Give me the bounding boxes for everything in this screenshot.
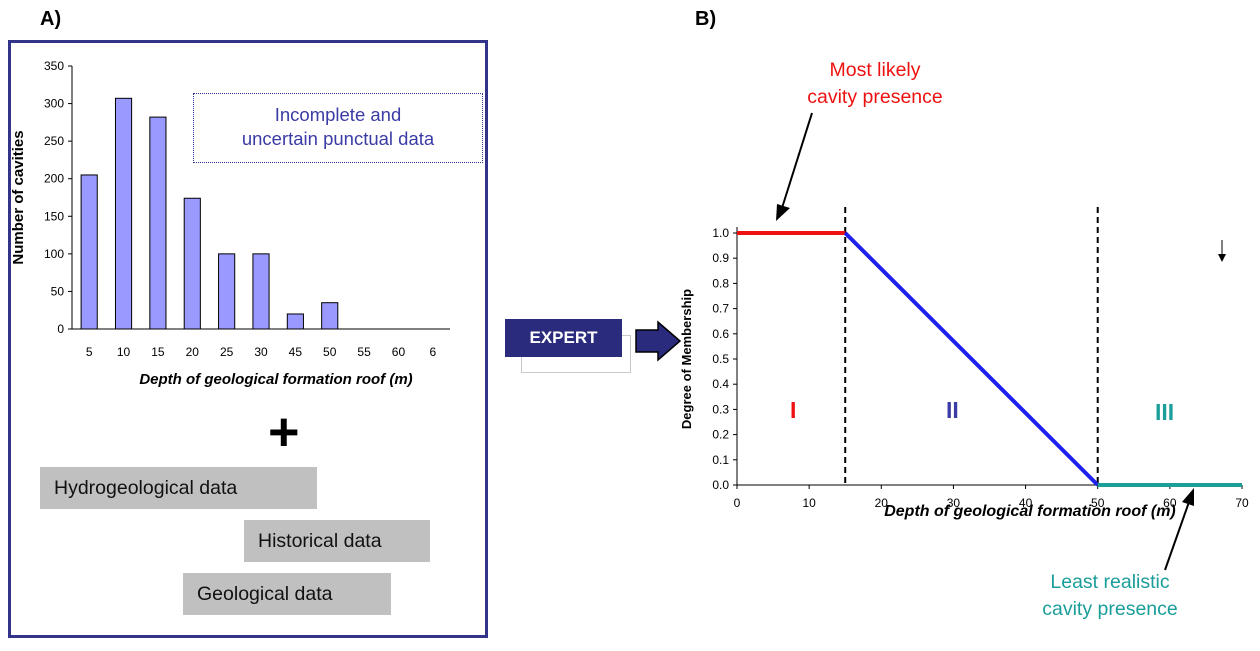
y-tick-label: 0 — [57, 322, 64, 336]
x-tick-label: 30 — [947, 496, 961, 510]
x-tick-label: 50 — [323, 345, 337, 359]
bar — [321, 302, 339, 330]
panel-b-label: B) — [695, 8, 717, 30]
zone-i-label: I — [790, 397, 797, 423]
x-tick-label: 20 — [875, 496, 889, 510]
bar — [149, 116, 167, 330]
least-realistic-annotation: Least realistic cavity presence — [995, 569, 1225, 623]
x-tick-label: 10 — [117, 345, 131, 359]
x-tick-label: 30 — [254, 345, 268, 359]
geological-data-box: Geological data — [183, 573, 391, 615]
expert-box: EXPERT — [505, 319, 622, 357]
y-axis-title: Degree of Membership — [679, 289, 694, 429]
x-tick-label: 40 — [1019, 496, 1033, 510]
x-tick-label: 60 — [1163, 496, 1177, 510]
y-tick-label: 0.5 — [712, 352, 729, 366]
right-arrow-icon — [635, 320, 682, 362]
data-note-box: Incomplete and uncertain punctual data — [193, 93, 483, 163]
bar — [183, 197, 201, 330]
x-tick-label: 45 — [289, 345, 303, 359]
y-tick-label: 350 — [44, 59, 64, 73]
x-tick-label: 15 — [151, 345, 165, 359]
y-tick-label: 0.9 — [712, 251, 729, 265]
most-likely-annotation: Most likely cavity presence — [760, 57, 990, 111]
bar — [286, 313, 304, 330]
least-realistic-line-1: Least realistic — [1050, 571, 1170, 593]
y-tick-label: 300 — [44, 97, 64, 111]
x-axis-title: Depth of geological formation roof (m) — [884, 503, 1176, 520]
y-tick-label: 100 — [44, 247, 64, 261]
note-line-2: uncertain punctual data — [241, 128, 435, 149]
note-line-1: Incomplete and — [274, 104, 402, 125]
x-tick-label: 70 — [1235, 496, 1249, 510]
y-tick-label: 0.0 — [712, 478, 729, 492]
bottom-arrow-shaft — [1164, 501, 1190, 571]
y-tick-label: 0.4 — [712, 377, 729, 391]
x-axis-title: Depth of geological formation roof (m) — [139, 371, 412, 388]
hydrogeological-data-box: Hydrogeological data — [40, 467, 317, 509]
y-tick-label: 1.0 — [712, 226, 729, 240]
zone-iii-label: III — [1155, 399, 1175, 425]
x-tick-label: 25 — [220, 345, 234, 359]
y-tick-label: 250 — [44, 134, 64, 148]
bottom-arrow-head — [1182, 488, 1194, 506]
y-tick-label: 200 — [44, 172, 64, 186]
blue-membership-line — [843, 231, 1100, 487]
y-tick-label: 150 — [44, 209, 64, 223]
bar — [80, 174, 98, 330]
x-tick-label: 5 — [86, 345, 93, 359]
zone-ii-label: II — [946, 397, 959, 423]
x-tick-label: 10 — [802, 496, 816, 510]
y-tick-label: 50 — [51, 284, 65, 298]
membership-chart: 0.0 0.1 0.2 0.3 0.4 0.5 0.6 0.7 0.8 0.9 1.0 0 10 20 30… — [679, 112, 1249, 571]
y-tick-label: 0.2 — [712, 428, 729, 442]
top-arrow-head — [776, 204, 790, 221]
x-tick-label: 20 — [186, 345, 200, 359]
x-tick-label: 0 — [734, 496, 741, 510]
y-tick-label: 0.6 — [712, 327, 729, 341]
y-tick-label: 0.3 — [712, 402, 729, 416]
historical-data-box: Historical data — [244, 520, 430, 562]
x-tick-label: 60 — [392, 345, 406, 359]
bar — [218, 253, 236, 330]
bar — [252, 253, 270, 330]
most-likely-line-2: cavity presence — [807, 86, 943, 108]
down-arrow-head — [1218, 254, 1226, 262]
plus-sign: + — [268, 402, 300, 462]
x-tick-label: 55 — [357, 345, 371, 359]
x-tick-label: 6 — [429, 345, 436, 359]
panel-a-label: A) — [40, 8, 62, 30]
x-tick-label: 50 — [1091, 496, 1105, 510]
panel-a-frame — [8, 40, 488, 638]
histogram-chart: 0 50 100 150 200 250 300 350 5 10 15 20 25 30 45 50 55 60… — [10, 59, 450, 388]
bar — [114, 97, 133, 330]
y-tick-label: 0.8 — [712, 276, 729, 290]
y-tick-label: 0.1 — [712, 453, 729, 467]
least-realistic-line-2: cavity presence — [1042, 598, 1178, 620]
most-likely-line-1: Most likely — [829, 59, 921, 81]
top-arrow-shaft — [781, 112, 813, 209]
y-tick-label: 0.7 — [712, 302, 729, 316]
y-axis-title: Number of cavities — [10, 130, 27, 264]
